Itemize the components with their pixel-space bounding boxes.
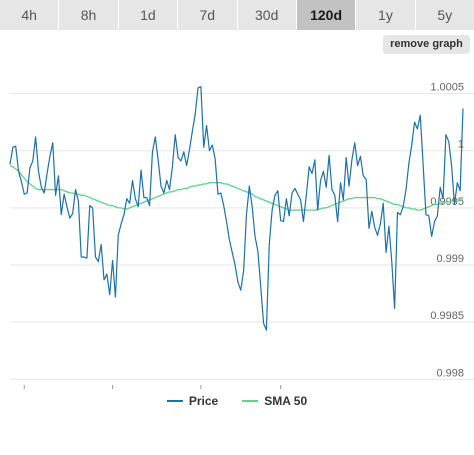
x-axis-ticks: Dec '25Jan '26Feb '26Mar '26 — [23, 385, 282, 389]
range-tabs: 4h 8h 1d 7d 30d 120d 1y 5y — [0, 0, 474, 30]
tab-7d[interactable]: 7d — [178, 0, 238, 30]
legend-item-sma[interactable]: SMA 50 — [242, 394, 307, 408]
y-tick-label: 0.999 — [436, 253, 464, 265]
legend: Price SMA 50 — [0, 393, 474, 409]
tab-1y[interactable]: 1y — [356, 0, 416, 30]
legend-swatch-sma — [242, 400, 259, 402]
tab-4h[interactable]: 4h — [0, 0, 60, 30]
legend-label-sma: SMA 50 — [264, 394, 308, 408]
legend-swatch-price — [166, 400, 183, 402]
y-tick-label: 1.0005 — [430, 82, 464, 94]
tab-8h[interactable]: 8h — [59, 0, 119, 30]
tab-5y[interactable]: 5y — [415, 0, 474, 30]
legend-item-price[interactable]: Price — [166, 394, 219, 408]
sma-50-series-line — [9, 164, 463, 211]
price-series-line — [9, 86, 464, 331]
y-tick-label: 1 — [458, 139, 464, 151]
tab-30d[interactable]: 30d — [237, 0, 297, 30]
tab-120d[interactable]: 120d — [296, 0, 357, 30]
series-lines — [9, 86, 464, 331]
legend-label-price: Price — [188, 394, 219, 408]
remove-graph-button[interactable]: remove graph — [383, 35, 470, 54]
tab-1d[interactable]: 1d — [118, 0, 179, 30]
grid-lines — [10, 93, 474, 380]
y-tick-label: 0.9985 — [430, 310, 464, 322]
y-tick-label: 0.998 — [436, 367, 464, 379]
